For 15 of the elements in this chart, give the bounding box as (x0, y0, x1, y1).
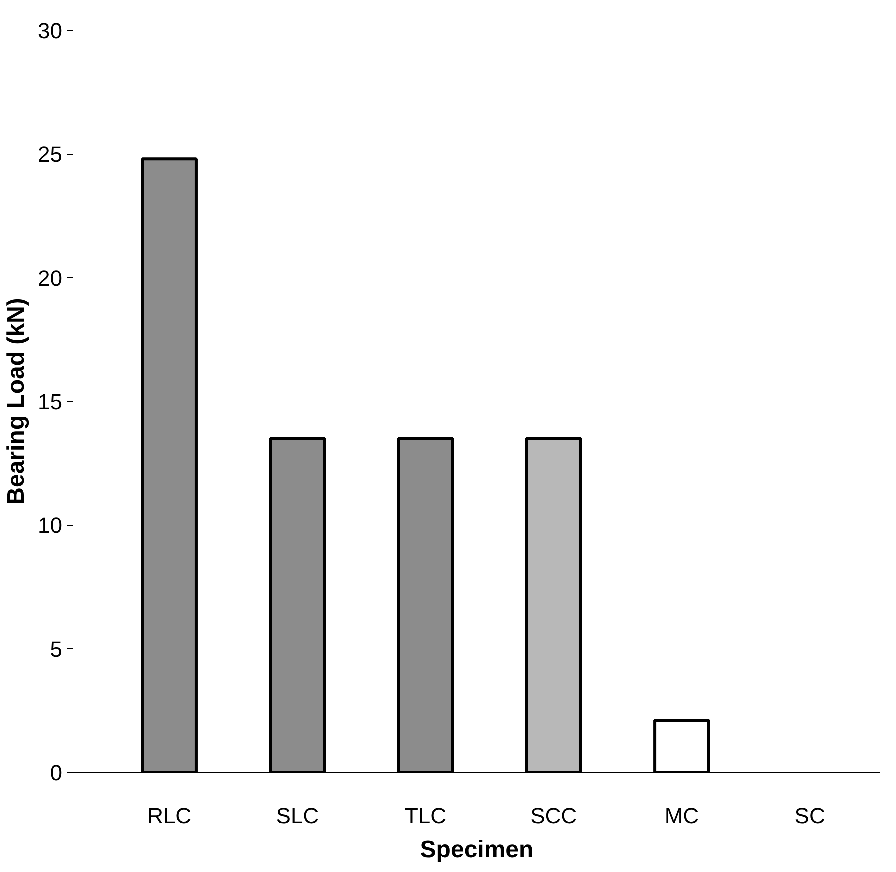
x-tick-label: SLC (276, 804, 320, 828)
x-tick-label: SCC (530, 804, 578, 828)
y-tick-label: 20 (38, 266, 63, 291)
y-tick-label: 15 (38, 390, 63, 414)
y-tick-label: 0 (50, 760, 63, 786)
y-axis-title: Bearing Load (kN) (3, 298, 30, 505)
x-axis-title: Specimen (420, 836, 534, 864)
y-tick-label: 5 (50, 636, 63, 662)
x-tick-label: SC (794, 804, 826, 828)
x-tick-label: TLC (404, 804, 447, 828)
y-tick-label: 25 (38, 142, 63, 168)
x-tick-label: MC (664, 804, 700, 828)
x-tick-label: RLC (148, 804, 192, 828)
y-tick-label: 10 (38, 513, 63, 538)
y-tick-label: 30 (38, 18, 63, 44)
